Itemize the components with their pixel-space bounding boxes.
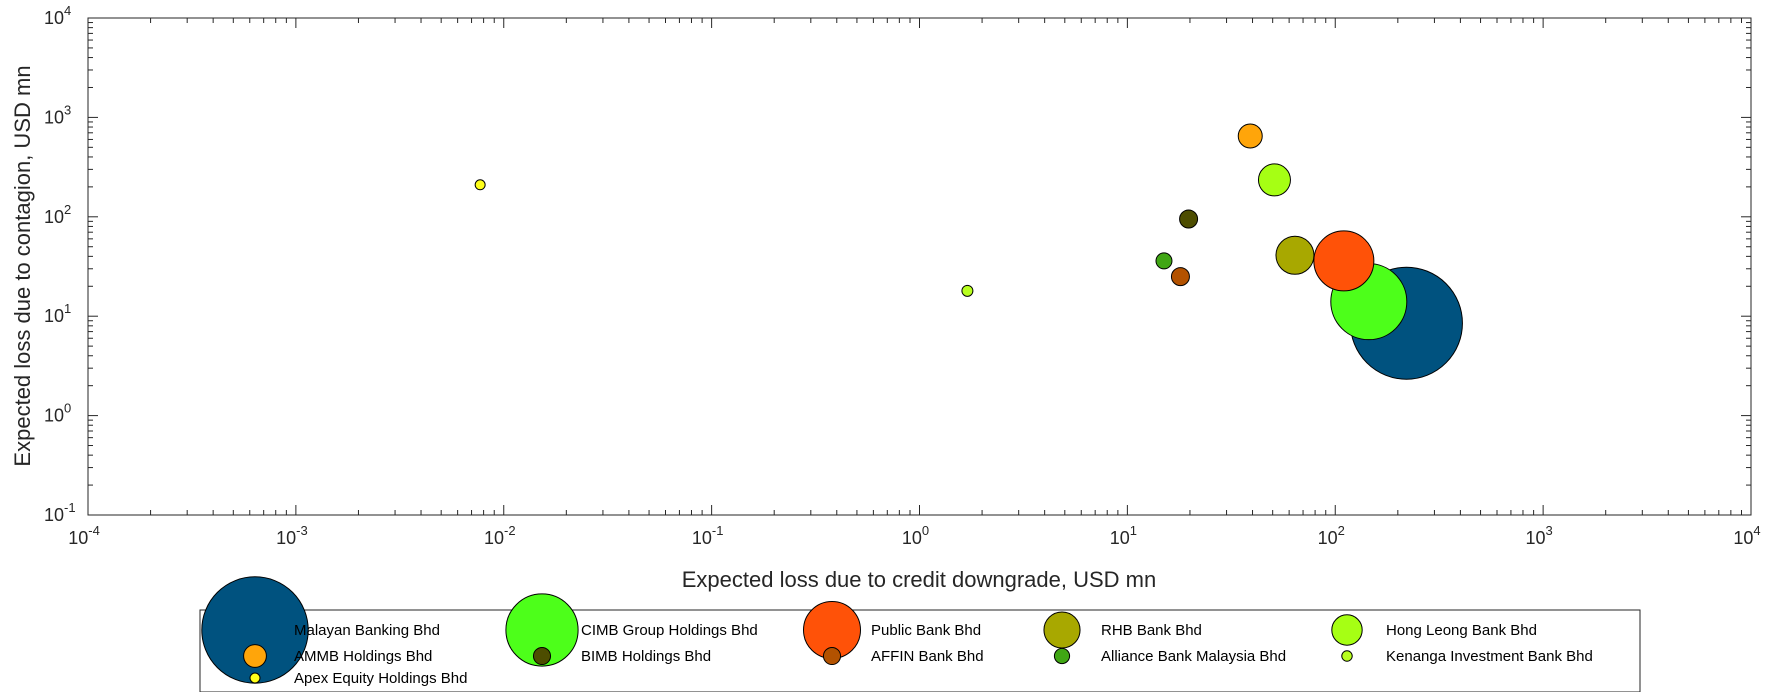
legend-label: AFFIN Bank Bhd [871, 648, 984, 665]
plot-frame [87, 17, 1752, 516]
y-tick-label: 102 [44, 202, 71, 227]
bubble-point [1257, 163, 1291, 197]
x-tick-label: 10-2 [484, 523, 516, 548]
legend-label: Malayan Banking Bhd [294, 622, 440, 639]
y-tick-label: 10-1 [44, 500, 76, 525]
legend-marker [249, 672, 261, 684]
major-ticks [87, 17, 1752, 516]
legend-marker [505, 593, 579, 667]
bubble-point [1179, 209, 1199, 229]
x-axis-label: Expected loss due to credit downgrade, U… [682, 567, 1156, 592]
legend-label: RHB Bank Bhd [1101, 622, 1202, 639]
legend-label: Kenanga Investment Bank Bhd [1386, 648, 1593, 665]
legend-box [199, 609, 1641, 692]
minor-ticks [88, 18, 1751, 515]
legend-marker [532, 646, 552, 666]
legend-marker [1341, 650, 1353, 662]
x-tick-label: 10-4 [68, 523, 100, 548]
legend-label: Apex Equity Holdings Bhd [294, 670, 467, 687]
x-tick-label: 102 [1318, 523, 1345, 548]
bubble-point [474, 179, 486, 191]
legend-marker [1331, 614, 1363, 646]
bubbles [474, 123, 1463, 380]
x-tick-label: 100 [902, 523, 929, 548]
legend: Malayan Banking Bhd CIMB Group Holdings B… [201, 576, 1593, 687]
y-tick-label: 103 [44, 102, 71, 127]
bubble-point [1313, 230, 1375, 292]
x-tick-label: 10-1 [692, 523, 724, 548]
x-tick-label: 101 [1110, 523, 1137, 548]
bubble-point [961, 284, 974, 297]
legend-marker [243, 644, 267, 668]
legend-label: Hong Leong Bank Bhd [1386, 622, 1537, 639]
legend-label: Public Bank Bhd [871, 622, 981, 639]
y-tick-label: 101 [44, 301, 71, 326]
y-tick-label: 100 [44, 401, 71, 426]
x-tick-label: 104 [1733, 523, 1760, 548]
bubble-point [1275, 235, 1315, 275]
x-tick-label: 10-3 [276, 523, 308, 548]
legend-marker [1053, 647, 1071, 665]
legend-markers [201, 576, 1363, 684]
x-tick-label: 103 [1525, 523, 1552, 548]
legend-label: CIMB Group Holdings Bhd [581, 622, 758, 639]
legend-marker [822, 646, 842, 666]
bubble-point [1170, 267, 1190, 287]
legend-marker [1043, 611, 1081, 649]
legend-label: Alliance Bank Malaysia Bhd [1101, 648, 1286, 665]
legend-label: BIMB Holdings Bhd [581, 648, 711, 665]
y-axis-label: Expected loss due to contagion, USD mn [10, 65, 35, 466]
legend-label: AMMB Holdings Bhd [294, 648, 432, 665]
y-tick-labels: 10-1 100 101 102 103 104 [44, 3, 76, 525]
bubble-point [1155, 252, 1173, 270]
bubble-point [1237, 123, 1263, 149]
x-tick-labels: 10-4 10-3 10-2 10-1 100 101 102 103 104 [68, 523, 1760, 548]
y-tick-label: 104 [44, 3, 71, 28]
